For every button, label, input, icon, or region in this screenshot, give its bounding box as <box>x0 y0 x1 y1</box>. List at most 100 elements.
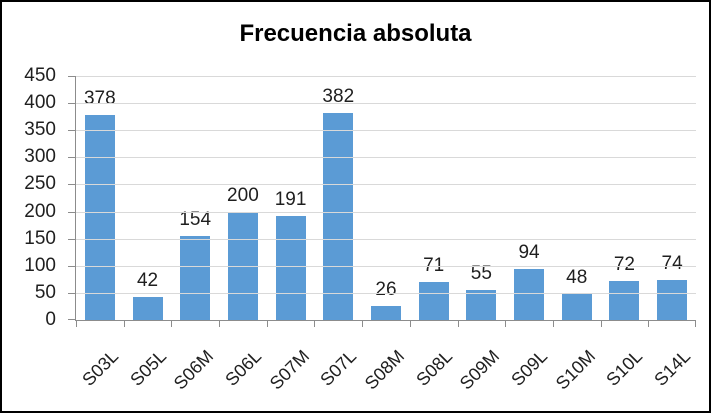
y-tick <box>68 103 75 104</box>
bar-value-label: 191 <box>274 189 307 210</box>
y-tick <box>68 212 75 213</box>
bar <box>275 216 306 320</box>
x-axis-label: S14L <box>650 346 695 390</box>
bar-value-label: 48 <box>566 267 588 288</box>
bar <box>84 115 115 320</box>
chart-title: Frecuencia absoluta <box>239 20 472 47</box>
x-axis-label: S06L <box>221 346 266 390</box>
y-tick <box>68 130 75 131</box>
gridline <box>76 212 696 213</box>
bar-slot: 382 <box>314 76 362 320</box>
bar <box>132 297 163 320</box>
bar-value-label: 55 <box>470 263 492 284</box>
y-axis-label: 300 <box>24 146 56 168</box>
x-tick <box>171 321 172 327</box>
x-axis-label: S08M <box>360 346 409 394</box>
gridline <box>76 293 696 294</box>
x-tick <box>505 321 506 327</box>
bar-slot: 200 <box>219 76 267 320</box>
gridline <box>76 239 696 240</box>
gridline <box>76 266 696 267</box>
x-tick <box>695 321 696 327</box>
x-axis-label: S09L <box>507 346 552 390</box>
bar <box>418 282 449 320</box>
x-axis-label: S07M <box>265 346 313 394</box>
bar-value-label: 200 <box>227 185 259 206</box>
bar-slot: 94 <box>505 76 553 320</box>
bar-value-label: 71 <box>423 255 445 276</box>
x-axis-label: S03L <box>78 346 123 390</box>
bar-slot: 55 <box>458 76 506 320</box>
y-tick <box>68 319 75 320</box>
y-axis-label: 50 <box>34 281 56 303</box>
x-tick <box>314 321 315 327</box>
x-axis-label: S10M <box>551 346 599 394</box>
bar <box>370 306 401 320</box>
bar-value-label: 154 <box>179 209 212 230</box>
bar <box>180 236 211 320</box>
y-axis-label: 200 <box>24 200 56 222</box>
bar <box>561 294 592 320</box>
x-axis-label: S06M <box>169 346 218 394</box>
x-tick <box>124 321 125 327</box>
x-tick <box>410 321 411 327</box>
x-tick <box>648 321 649 327</box>
bar-value-label: 26 <box>375 279 397 300</box>
x-axis-label: S07L <box>316 346 361 390</box>
gridline <box>76 184 696 185</box>
bar-slot: 71 <box>410 76 458 320</box>
bar-slot: 26 <box>362 76 410 320</box>
bar <box>466 290 497 320</box>
gridline <box>76 157 696 158</box>
y-axis-label: 400 <box>24 92 56 114</box>
x-tick <box>267 321 268 327</box>
x-tick <box>458 321 459 327</box>
y-tick <box>68 157 75 158</box>
y-axis-label: 150 <box>24 227 56 249</box>
bar-slot: 74 <box>648 76 696 320</box>
bar-slot: 72 <box>601 76 649 320</box>
y-tick <box>68 184 75 185</box>
bar <box>609 281 640 320</box>
y-axis-label: 350 <box>24 119 56 141</box>
x-tick <box>553 321 554 327</box>
x-tick <box>76 321 77 327</box>
x-axis-label: S09M <box>456 346 504 394</box>
bar-slot: 191 <box>267 76 315 320</box>
x-axis-label: S08L <box>411 346 456 390</box>
x-axis-label: S05L <box>125 346 170 390</box>
y-axis-label: 0 <box>45 309 56 330</box>
x-axis-labels: S03L S05L S06M S06L S07M S07L S08M S08L S09M S09L… <box>75 346 695 408</box>
bar <box>514 269 545 320</box>
bar-value-label: 72 <box>613 254 635 275</box>
plot-area: 378 42 154 200 191 382 26 71 55 94 48 72 74 <box>68 76 696 327</box>
y-axis-label: 250 <box>24 173 56 195</box>
y-axis-label: 450 <box>24 65 56 86</box>
bars-container: 378 42 154 200 191 382 26 71 55 94 48 72 74 <box>76 76 696 320</box>
bar-slot: 48 <box>553 76 601 320</box>
bar-value-label: 74 <box>661 253 683 274</box>
x-tick <box>362 321 363 327</box>
bar <box>657 280 688 320</box>
bar-value-label: 94 <box>518 242 540 263</box>
y-tick <box>68 239 75 240</box>
y-axis-label: 100 <box>24 254 56 276</box>
bar-value-label: 378 <box>83 88 116 109</box>
y-tick <box>68 76 75 77</box>
y-tick <box>68 293 75 294</box>
bar-value-label: 42 <box>136 270 159 291</box>
y-tick <box>68 266 75 267</box>
gridline <box>76 130 696 131</box>
x-tick <box>601 321 602 327</box>
y-axis-labels: 0 50 100 150 200 250 300 350 400 450 <box>2 66 60 330</box>
gridline <box>76 76 696 77</box>
bar <box>323 113 354 320</box>
bar-slot: 154 <box>171 76 219 320</box>
x-axis-label: S10L <box>602 346 647 390</box>
bar-slot: 42 <box>124 76 172 320</box>
gridline <box>76 103 696 104</box>
bar-slot: 378 <box>76 76 124 320</box>
x-tick <box>219 321 220 327</box>
bar-value-label: 382 <box>322 86 355 107</box>
